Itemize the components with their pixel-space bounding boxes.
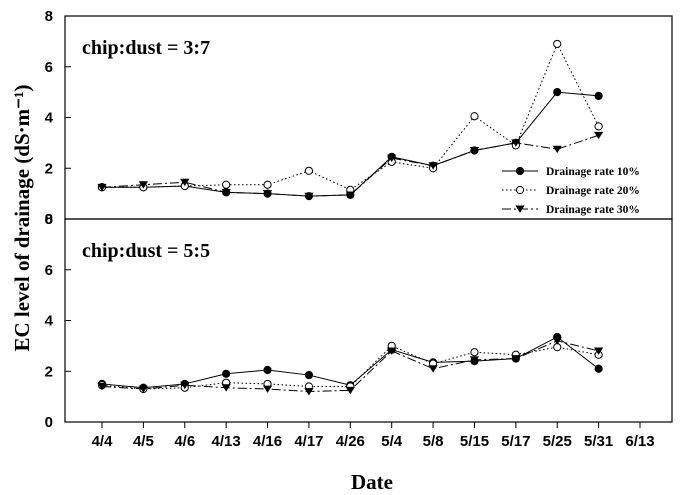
x-tick-label: 5/25 — [543, 433, 572, 450]
y-tick-label: 4 — [45, 110, 54, 127]
x-tick-label: 5/31 — [584, 433, 613, 450]
data-point — [262, 385, 273, 393]
data-point — [511, 355, 521, 363]
data-point — [428, 162, 438, 170]
x-tick-label: 5/4 — [381, 433, 403, 450]
panel-1: 0 2 4 6 8 chip:dust = 3:7 — [45, 8, 673, 228]
x-tick-label: 4/13 — [212, 433, 241, 450]
y-axis-title: EC level of drainage (dS·m⁻¹) — [10, 84, 34, 351]
data-point — [594, 347, 604, 355]
y-tick-label: 2 — [45, 160, 53, 177]
panel-label: chip:dust = 5:5 — [82, 240, 210, 262]
data-point — [594, 364, 603, 373]
legend-entry: Drainage rate 30% — [546, 204, 640, 216]
data-point — [304, 192, 314, 201]
y-tick-label: 0 — [45, 211, 53, 228]
y-tick-label: 8 — [45, 8, 53, 25]
x-tick-label: 4/5 — [133, 433, 154, 450]
data-point — [552, 145, 562, 154]
data-point — [594, 122, 603, 131]
series-line-1 — [102, 91, 599, 197]
y-tick-label: 0 — [45, 414, 53, 431]
data-point — [345, 386, 355, 395]
x-axis-title: Date — [351, 470, 393, 494]
data-point — [262, 190, 273, 198]
legend-marker — [515, 185, 525, 195]
data-point — [221, 188, 231, 197]
data-point — [222, 180, 231, 189]
data-point — [180, 178, 190, 187]
series-line-2 — [102, 42, 600, 191]
data-point — [263, 180, 272, 189]
x-tick-label: 4/6 — [174, 433, 195, 450]
panel-2: 0 2 4 6 8 chip:dust = 5:5 — [45, 211, 673, 431]
data-point — [304, 166, 314, 175]
legend-marker — [515, 166, 525, 176]
data-point — [97, 383, 107, 391]
data-point — [428, 365, 438, 373]
x-tick-label: 4/4 — [92, 433, 114, 450]
data-point — [180, 381, 190, 390]
x-tick-label: 4/16 — [253, 433, 282, 450]
panel-label: chip:dust = 3:7 — [82, 37, 210, 59]
data-point — [387, 347, 397, 355]
x-tick-label: 5/17 — [501, 433, 530, 450]
data-point — [345, 191, 355, 199]
y-tick-label: 2 — [45, 363, 53, 380]
data-point — [469, 356, 480, 364]
data-point — [138, 181, 148, 189]
data-point — [469, 147, 480, 155]
y-tick-label: 4 — [45, 313, 54, 330]
data-point — [304, 388, 314, 396]
legend-entry: Drainage rate 10% — [546, 166, 640, 178]
data-point — [221, 384, 231, 392]
x-tick-label: 4/26 — [336, 433, 365, 450]
data-point — [553, 88, 562, 97]
y-tick-label: 8 — [45, 211, 53, 228]
data-point — [138, 385, 148, 393]
data-point — [97, 183, 107, 192]
y-tick-label: 6 — [45, 59, 53, 76]
data-point — [552, 337, 562, 345]
series-line-1 — [101, 336, 599, 389]
x-tick-label: 5/8 — [423, 433, 444, 450]
legend-entry: Drainage rate 20% — [546, 185, 640, 197]
data-point — [594, 131, 604, 140]
x-tick-label: 5/15 — [460, 433, 489, 450]
y-tick-label: 6 — [45, 262, 53, 279]
data-point — [222, 369, 231, 378]
data-point — [263, 365, 272, 375]
data-point — [594, 91, 603, 101]
data-point — [511, 139, 521, 147]
data-point — [387, 154, 397, 163]
legend-marker — [515, 205, 525, 213]
data-point — [553, 39, 562, 49]
data-point — [470, 112, 479, 121]
data-point — [470, 348, 479, 357]
x-tick-label: 6/13 — [625, 433, 654, 450]
x-tick-label: 4/17 — [294, 433, 323, 450]
data-point — [304, 370, 314, 380]
